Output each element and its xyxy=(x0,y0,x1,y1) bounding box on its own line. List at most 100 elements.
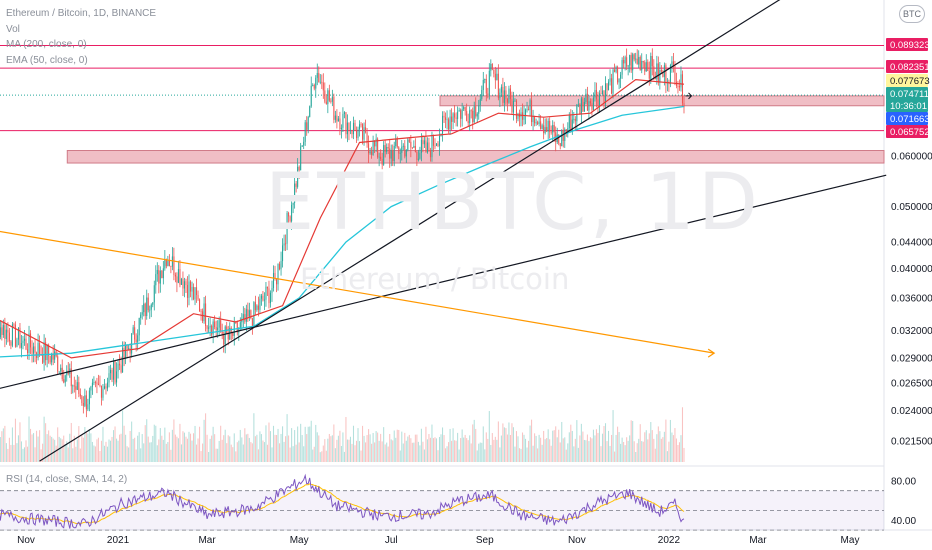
candle-body xyxy=(470,110,472,112)
candle-body xyxy=(420,139,422,153)
volume-bar xyxy=(227,435,229,462)
candle-body xyxy=(81,396,83,403)
volume-bar xyxy=(435,438,438,462)
volume-bar xyxy=(100,440,102,462)
volume-bar xyxy=(126,446,128,462)
candle-body xyxy=(108,373,110,383)
candle-body xyxy=(567,128,569,132)
volume-bar xyxy=(678,442,680,462)
candle-body xyxy=(416,151,418,160)
candle-body xyxy=(448,119,450,130)
volume-bar xyxy=(561,421,563,462)
volume-bar xyxy=(441,427,444,462)
candle-body xyxy=(627,65,629,67)
candle-body xyxy=(342,113,344,128)
price-tick-label: 0.024000 xyxy=(891,406,932,417)
candle-body xyxy=(375,138,377,147)
price-tag-level xyxy=(886,125,928,138)
volume-bar xyxy=(279,443,281,462)
volume-bar xyxy=(594,435,596,462)
candle-body xyxy=(313,85,315,89)
volume-bar xyxy=(333,424,335,462)
volume-bar xyxy=(358,441,361,462)
candle-body xyxy=(266,286,268,289)
candle-body xyxy=(636,58,638,65)
candle-body xyxy=(28,333,30,353)
rsi-legend[interactable]: RSI (14, close, SMA, 14, 2) xyxy=(6,474,128,485)
volume-bar xyxy=(451,440,453,462)
candle-body xyxy=(191,286,193,292)
candle-body xyxy=(188,281,190,298)
trendline-arrow xyxy=(707,348,716,358)
candle-body xyxy=(301,145,303,147)
candle-body xyxy=(674,66,676,82)
volume-bar xyxy=(268,422,270,462)
volume-bar xyxy=(113,430,115,462)
candle-body xyxy=(621,60,623,75)
volume-bar xyxy=(55,445,57,462)
candle-body xyxy=(644,62,646,72)
time-tick-label: Mar xyxy=(198,535,216,546)
volume-bar xyxy=(671,432,673,462)
volume-bar xyxy=(66,441,68,462)
volume-bar xyxy=(212,426,214,462)
candle-body xyxy=(242,314,244,319)
candle-body xyxy=(84,395,86,406)
volume-bar xyxy=(137,435,139,462)
candle-body xyxy=(13,324,15,326)
candle-body xyxy=(393,145,395,162)
candle-body xyxy=(528,109,530,111)
candle-body xyxy=(639,57,641,71)
volume-bar xyxy=(499,447,501,462)
candle-body xyxy=(331,96,333,102)
volume-bar xyxy=(556,437,558,462)
volume-bar xyxy=(301,435,303,462)
rsi-tick-label: 40.00 xyxy=(891,516,916,527)
volume-bar xyxy=(156,445,158,462)
volume-bar xyxy=(162,439,164,462)
candle-body xyxy=(371,151,373,155)
indicator-ema50[interactable]: EMA (50, close, 0) xyxy=(6,54,88,66)
indicator-ma200[interactable]: MA (200, close, 0) xyxy=(6,39,87,50)
candle-body xyxy=(156,269,158,275)
volume-bar xyxy=(10,444,12,462)
candle-body xyxy=(481,89,483,99)
volume-bar xyxy=(322,445,324,462)
candle-body xyxy=(497,73,499,99)
indicator-vol[interactable]: Vol xyxy=(6,23,20,35)
candle-body xyxy=(626,57,628,67)
volume-bar xyxy=(82,437,84,462)
volume-bar xyxy=(307,426,309,462)
candle-body xyxy=(96,382,98,384)
volume-bar xyxy=(150,442,152,462)
symbol-badge[interactable]: BTC xyxy=(899,5,925,23)
volume-bar xyxy=(509,435,511,462)
volume-bar xyxy=(188,431,190,462)
volume-bar xyxy=(141,434,143,462)
volume-bar xyxy=(25,440,27,462)
candle-body xyxy=(446,119,448,121)
candle-body xyxy=(265,286,267,300)
candle-body xyxy=(414,145,416,152)
time-tick-label: Mar xyxy=(749,535,767,546)
volume-bar xyxy=(666,451,668,462)
candle-body xyxy=(485,78,487,94)
volume-bar xyxy=(97,437,99,462)
volume-bar xyxy=(196,444,198,462)
candle-body xyxy=(263,299,265,301)
candle-body xyxy=(147,297,149,311)
time-tick-label: May xyxy=(290,535,309,546)
volume-bar xyxy=(155,425,157,462)
volume-bar xyxy=(354,445,356,462)
volume-bar xyxy=(39,430,41,462)
candle-body xyxy=(141,312,143,315)
candle-body xyxy=(669,65,671,85)
candle-body xyxy=(4,325,6,339)
candle-body xyxy=(339,118,341,130)
volume-bar xyxy=(445,448,447,462)
candle-body xyxy=(202,311,204,322)
volume-bar xyxy=(324,439,326,462)
candle-body xyxy=(310,85,312,107)
candle-body xyxy=(678,85,680,88)
